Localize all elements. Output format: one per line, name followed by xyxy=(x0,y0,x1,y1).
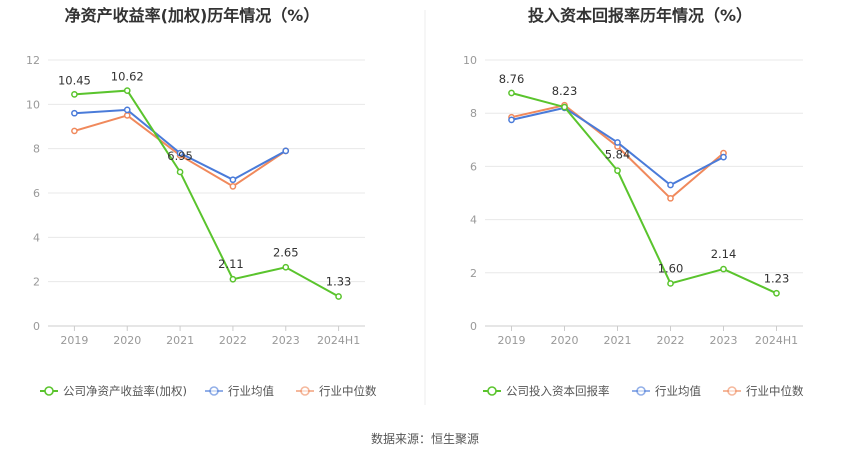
x-tick-label: 2020 xyxy=(551,334,579,347)
legend-item: 公司净资产收益率(加权) xyxy=(40,384,187,398)
data-point xyxy=(123,112,131,119)
data-point xyxy=(282,263,290,271)
y-tick-label: 8 xyxy=(470,107,477,120)
legend-swatch-marker xyxy=(44,386,54,396)
data-source-note: 数据来源：恒生聚源 xyxy=(371,431,479,446)
x-tick-label: 2024H1 xyxy=(755,334,798,347)
data-point xyxy=(508,116,515,124)
legend-label: 行业中位数 xyxy=(319,384,377,398)
x-tick-label: 2024H1 xyxy=(317,334,360,347)
data-labels: 8.76 8.23 5.84 1.60 2.14 1.23 xyxy=(499,72,790,285)
series-line xyxy=(74,89,340,298)
y-tick-label: 12 xyxy=(26,54,40,67)
y-axis: 0 2 4 6 8 10 xyxy=(463,54,803,333)
data-point xyxy=(667,194,674,202)
data-point xyxy=(667,181,674,189)
data-point xyxy=(667,280,674,287)
data-point xyxy=(773,289,780,297)
data-label: 1.60 xyxy=(658,261,684,275)
x-tick-label: 2021 xyxy=(604,334,632,347)
data-point xyxy=(71,91,78,98)
data-label: 10.45 xyxy=(58,73,91,87)
data-point xyxy=(229,275,237,283)
y-tick-label: 4 xyxy=(470,214,477,227)
data-labels: 10.45 10.62 6.95 2.11 2.65 1.33 xyxy=(58,70,351,289)
x-axis: 2019 2020 2021 2022 2023 2024H1 xyxy=(485,325,803,347)
x-tick-label: 2023 xyxy=(710,334,738,347)
data-label: 2.14 xyxy=(711,247,737,261)
y-tick-label: 8 xyxy=(33,143,40,156)
data-point xyxy=(614,139,621,146)
data-point xyxy=(720,265,727,273)
data-point xyxy=(71,109,78,117)
industry-average-series xyxy=(508,104,727,189)
data-label: 8.23 xyxy=(552,84,578,98)
legend-item: 公司投入资本回报率 xyxy=(483,384,610,398)
legend-swatch-marker xyxy=(727,386,737,396)
legend-item: 行业中位数 xyxy=(296,384,377,398)
x-tick-label: 2019 xyxy=(60,334,88,347)
y-tick-label: 6 xyxy=(470,160,477,173)
legend-label: 公司净资产收益率(加权) xyxy=(63,384,187,398)
y-tick-label: 2 xyxy=(470,267,477,280)
data-point xyxy=(282,147,290,155)
data-label: 10.62 xyxy=(111,70,144,84)
x-tick-label: 2022 xyxy=(219,334,247,347)
legend-label: 行业中位数 xyxy=(746,384,804,398)
data-label: 2.11 xyxy=(218,257,244,271)
legend-swatch-marker xyxy=(300,386,310,396)
chart-title: 投入资本回报率历年情况（%） xyxy=(528,6,752,25)
x-tick-label: 2023 xyxy=(272,334,300,347)
x-tick-label: 2021 xyxy=(166,334,194,347)
data-point xyxy=(614,167,621,175)
data-point xyxy=(123,87,131,94)
legend-label: 行业均值 xyxy=(228,384,274,398)
y-tick-label: 6 xyxy=(33,187,40,200)
legend: 公司投入资本回报率 行业均值 行业中位数 xyxy=(483,384,804,398)
x-tick-label: 2019 xyxy=(498,334,526,347)
legend-swatch-marker xyxy=(636,386,646,396)
chart-title: 净资产收益率(加权)历年情况（%） xyxy=(65,6,320,25)
y-tick-label: 10 xyxy=(463,54,477,67)
legend-item: 行业中位数 xyxy=(723,384,804,398)
data-point xyxy=(561,103,568,111)
data-label: 8.76 xyxy=(499,72,525,86)
industry-average-series xyxy=(71,106,290,184)
data-label: 1.33 xyxy=(326,275,352,289)
data-point xyxy=(71,127,78,135)
legend: 公司净资产收益率(加权) 行业均值 行业中位数 xyxy=(40,384,377,398)
y-tick-label: 2 xyxy=(33,276,40,289)
y-tick-label: 0 xyxy=(33,320,40,333)
data-label: 1.23 xyxy=(764,271,790,285)
data-point xyxy=(176,149,184,157)
data-point xyxy=(123,106,131,114)
company-series xyxy=(71,87,342,300)
data-point xyxy=(335,293,342,300)
data-point xyxy=(176,168,184,176)
series-line xyxy=(511,92,777,295)
x-axis: 2019 2020 2021 2022 2023 2024H1 xyxy=(48,325,365,347)
legend-item: 行业均值 xyxy=(205,384,274,398)
data-label: 5.84 xyxy=(605,148,631,162)
y-tick-label: 0 xyxy=(470,320,477,333)
data-point xyxy=(508,89,515,97)
y-tick-label: 10 xyxy=(26,98,40,111)
x-tick-label: 2020 xyxy=(113,334,141,347)
legend-label: 行业均值 xyxy=(655,384,701,398)
legend-swatch-marker xyxy=(209,386,219,396)
data-point xyxy=(229,183,237,190)
legend-label: 公司投入资本回报率 xyxy=(506,384,610,398)
data-label: 2.65 xyxy=(273,245,299,259)
data-label: 6.95 xyxy=(167,149,193,163)
legend-swatch-marker xyxy=(487,386,497,396)
data-point xyxy=(229,176,237,184)
legend-item: 行业均值 xyxy=(632,384,701,398)
y-tick-label: 4 xyxy=(33,231,40,244)
company-series xyxy=(508,89,780,297)
data-point xyxy=(720,153,727,161)
x-tick-label: 2022 xyxy=(657,334,685,347)
